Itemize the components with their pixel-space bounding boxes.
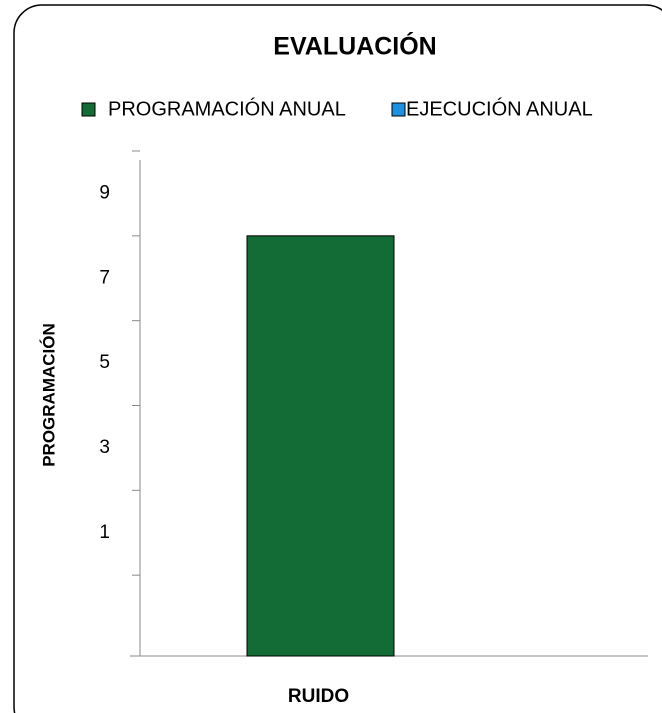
y-tick-label: 1 — [99, 522, 110, 543]
y-tick-label: 9 — [99, 182, 110, 203]
y-tick-label: 5 — [99, 352, 110, 373]
y-tick-label: 3 — [99, 437, 110, 458]
legend-swatch — [81, 102, 96, 117]
bar — [246, 235, 395, 657]
chart-title: EVALUACIÓN — [273, 31, 436, 61]
legend-swatch — [391, 102, 406, 117]
legend-label: PROGRAMACIÓN ANUAL — [108, 97, 346, 120]
x-tick-label: RUIDO — [288, 686, 349, 707]
y-tick-label: 7 — [99, 267, 110, 288]
y-axis-title: PROGRAMACIÓN — [39, 323, 58, 467]
legend-label: EJECUCIÓN ANUAL — [406, 97, 593, 120]
